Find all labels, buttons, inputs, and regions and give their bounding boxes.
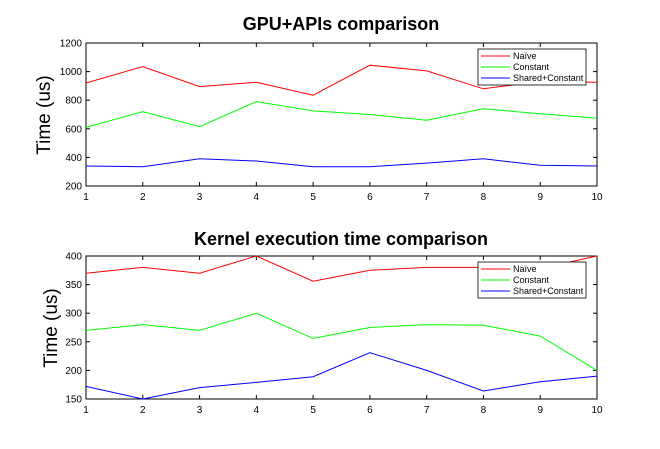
- x-tick-label: 2: [140, 192, 146, 203]
- y-tick-label: 350: [65, 280, 82, 291]
- x-tick-label: 9: [537, 192, 543, 203]
- y-tick-label: 1200: [60, 39, 83, 50]
- axis-ticks: 1 2 3 4 5 6 7 8 9 10 150 200 250 300 350 400: [65, 252, 603, 417]
- legend-label: Shared+Constant: [513, 73, 584, 83]
- legend-label: Constant: [513, 62, 550, 72]
- x-tick-label: 10: [591, 405, 603, 416]
- legend-label: Shared+Constant: [513, 286, 584, 296]
- x-tick-label: 9: [537, 405, 543, 416]
- series-line-2: [85, 101, 598, 128]
- axis-ticks: 1 2 3 4 5 6 7 8 9 10 200 400 600 800 1000 1200: [60, 39, 603, 204]
- y-tick-label: 200: [65, 182, 82, 193]
- series-line-3: [85, 158, 598, 168]
- chart-title: GPU+APIs comparison: [243, 14, 440, 34]
- legend-label: Constant: [513, 275, 550, 285]
- x-tick-label: 8: [481, 192, 487, 203]
- series-line-2: [85, 312, 598, 371]
- y-tick-label: 800: [65, 96, 82, 107]
- x-tick-label: 8: [481, 405, 487, 416]
- x-tick-label: 6: [367, 192, 373, 203]
- y-tick-label: 200: [65, 366, 82, 377]
- chart-kernel-execution-time-comparison: Kernel execution time comparison Time (u…: [41, 229, 603, 416]
- x-tick-label: 4: [254, 192, 260, 203]
- x-tick-label: 1: [83, 192, 89, 203]
- y-tick-label: 300: [65, 309, 82, 320]
- x-tick-label: 5: [310, 192, 316, 203]
- y-axis-label: Time (us): [41, 288, 62, 368]
- x-tick-label: 10: [591, 192, 603, 203]
- x-tick-label: 3: [197, 192, 203, 203]
- legend-label: Naïve: [513, 264, 537, 274]
- x-tick-label: 7: [424, 192, 430, 203]
- y-tick-label: 400: [65, 252, 82, 263]
- series-line-3: [85, 352, 598, 400]
- x-tick-label: 2: [140, 405, 146, 416]
- x-tick-label: 7: [424, 405, 430, 416]
- y-tick-label: 400: [65, 153, 82, 164]
- y-tick-label: 150: [65, 395, 82, 406]
- legend-label: Naïve: [513, 51, 537, 61]
- y-tick-label: 1000: [60, 67, 83, 78]
- chart-title: Kernel execution time comparison: [194, 229, 488, 249]
- y-tick-label: 250: [65, 337, 82, 348]
- x-tick-label: 6: [367, 405, 373, 416]
- x-tick-label: 5: [310, 405, 316, 416]
- x-tick-label: 1: [83, 405, 89, 416]
- x-tick-label: 3: [197, 405, 203, 416]
- y-axis-label: Time (us): [34, 75, 55, 155]
- x-tick-label: 4: [254, 405, 260, 416]
- y-tick-label: 600: [65, 124, 82, 135]
